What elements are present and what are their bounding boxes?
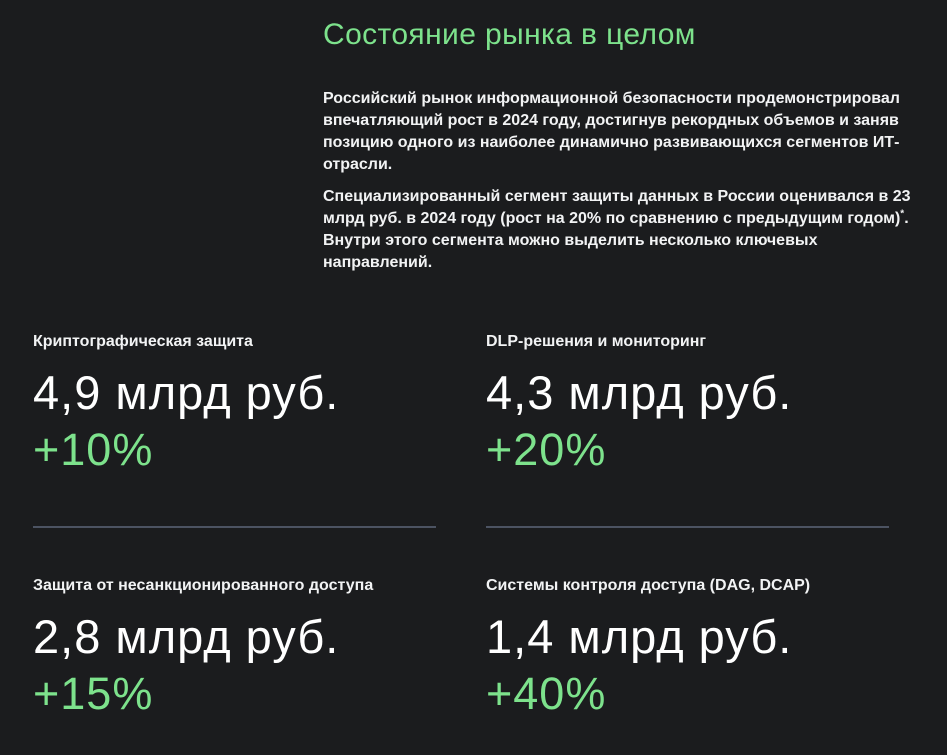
stat-card-unauthorized-access: Защита от несанкционированного доступа 2… [33,576,436,718]
intro-section: Состояние рынка в целом Российский рынок… [323,18,919,274]
stat-label: Системы контроля доступа (DAG, DCAP) [486,577,811,594]
stat-card-crypto: Криптографическая защита 4,9 млрд руб. +… [33,332,436,474]
stat-label: DLP-решения и мониторинг [486,333,707,350]
intro-paragraph-2-text: Специализированный сегмент защиты данных… [323,188,911,227]
divider [486,526,889,528]
stat-growth-badge: +40% [486,668,607,719]
stat-growth-badge: +10% [33,424,154,475]
intro-paragraph-2-continuation: . Внутри этого сегмента можно выделить н… [323,210,909,271]
divider [33,526,436,528]
stat-growth-badge: +20% [486,424,607,475]
intro-paragraph-2: Специализированный сегмент защиты данных… [323,186,919,274]
stat-card-access-control: Системы контроля доступа (DAG, DCAP) 1,4… [486,576,889,718]
stat-value: 2,8 млрд руб. [33,610,340,663]
stats-grid: Криптографическая защита 4,9 млрд руб. +… [33,332,889,718]
page-title: Состояние рынка в целом [323,18,696,51]
intro-paragraph-1: Российский рынок информационной безопасн… [323,90,900,173]
footnote-marker: * [900,208,905,220]
stat-label: Защита от несанкционированного доступа [33,577,374,594]
stat-value: 1,4 млрд руб. [486,610,793,663]
stat-value: 4,9 млрд руб. [33,366,340,419]
stat-card-dlp: DLP-решения и мониторинг 4,3 млрд руб. +… [486,332,889,474]
stat-label: Криптографическая защита [33,333,253,350]
stat-value: 4,3 млрд руб. [486,366,793,419]
stat-growth-badge: +15% [33,668,154,719]
